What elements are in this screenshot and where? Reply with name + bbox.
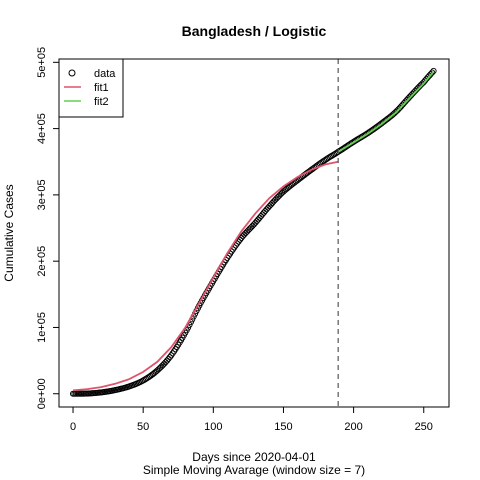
data-point — [430, 67, 437, 74]
x-tick-label: 200 — [344, 421, 362, 433]
x-tick-label: 250 — [415, 421, 433, 433]
y-tick-label: 1e+05 — [36, 312, 48, 343]
x-axis-label: Days since 2020-04-01 — [192, 450, 316, 464]
fit-lines — [72, 71, 435, 392]
y-tick-label: 2e+05 — [36, 246, 48, 277]
y-tick-label: 4e+05 — [36, 113, 48, 144]
legend: data fit1 fit2 — [58, 58, 124, 118]
y-tick-label: 5e+05 — [36, 47, 48, 78]
x-tick-label: 150 — [274, 421, 292, 433]
axis-ticks: 0 50 100 150 200 250 0e+00 1e+05 2e+05 3e+05 4e+05… — [36, 47, 433, 433]
legend-box — [58, 58, 124, 118]
x-tick-label: 100 — [204, 421, 222, 433]
legend-fit2-label: fit2 — [94, 96, 109, 108]
fit1-line — [72, 160, 339, 392]
legend-data-marker — [68, 69, 76, 77]
legend-fit1-label: fit1 — [94, 82, 109, 94]
x-tick-label: 0 — [70, 421, 76, 433]
x-axis-sublabel: Simple Moving Avarage (window size = 7) — [143, 463, 365, 477]
chart-title: Bangladesh / Logistic — [182, 23, 327, 39]
data-point — [429, 69, 436, 76]
x-tick-label: 50 — [137, 421, 149, 433]
y-axis-label: Cumulative Cases — [2, 184, 16, 281]
plot-frame — [58, 58, 450, 408]
y-tick-label: 3e+05 — [36, 179, 48, 210]
legend-data-label: data — [94, 68, 116, 80]
fit2-line — [337, 71, 435, 153]
y-tick-label: 0e+00 — [36, 378, 48, 409]
